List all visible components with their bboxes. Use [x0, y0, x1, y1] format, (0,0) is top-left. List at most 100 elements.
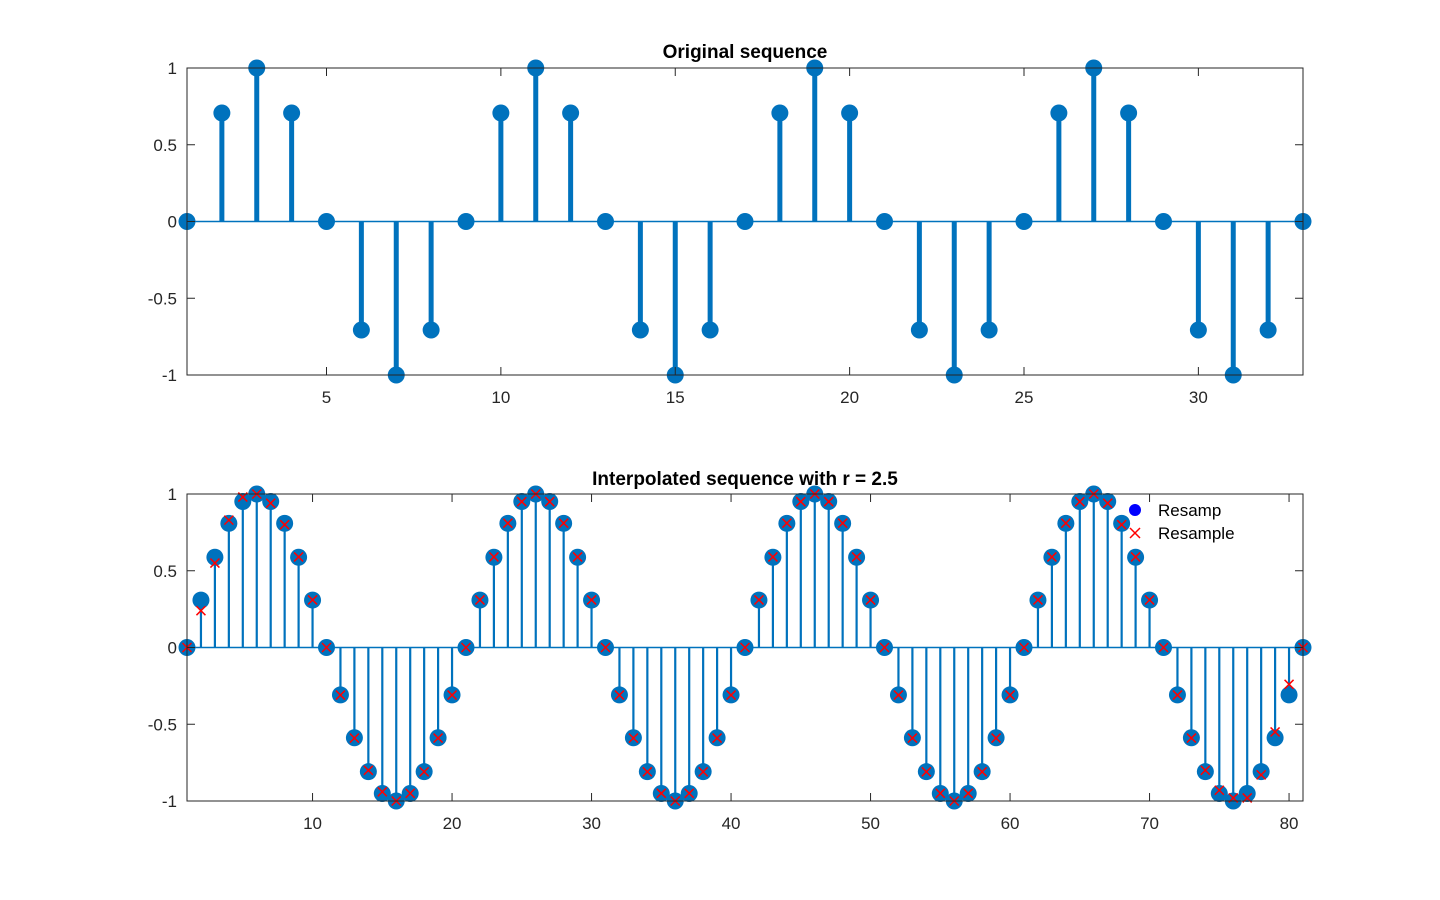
resample-marker [963, 788, 974, 799]
x-tick-label: 30 [582, 814, 601, 833]
resample-marker [837, 518, 848, 529]
resample-marker-stroke [600, 642, 611, 653]
y-tick-label: 1 [168, 485, 177, 504]
stem-marker [192, 591, 210, 609]
y-tick-label: -1 [162, 792, 177, 811]
resample-marker-stroke [363, 765, 374, 776]
stem-marker [359, 763, 377, 781]
resample-marker [433, 733, 444, 744]
resample-marker-stroke [1172, 690, 1183, 701]
stem-marker [910, 321, 928, 339]
y-tick-label: -0.5 [148, 715, 177, 734]
resample-marker [753, 594, 764, 605]
legend-entry-resamp: Resamp [1158, 501, 1221, 520]
stem-marker [1189, 321, 1207, 339]
resample-marker-stroke [977, 766, 988, 777]
x-axis-ticks: 5 10 15 20 25 30 [322, 68, 1208, 407]
resample-marker-stroke [614, 690, 625, 701]
resample-marker [1214, 785, 1225, 796]
stem-marker [980, 321, 998, 339]
resample-marker-stroke [474, 594, 485, 605]
resample-marker-stroke [1284, 679, 1295, 690]
resample-marker [1102, 498, 1113, 509]
stem-marker [206, 548, 224, 566]
resample-marker-stroke [781, 518, 792, 529]
stem-marker [1015, 213, 1033, 230]
resample-marker [447, 690, 458, 701]
resample-marker [223, 515, 234, 526]
resample-marker-stroke [447, 690, 458, 701]
resample-marker-stroke [656, 788, 667, 799]
resample-marker [684, 788, 695, 799]
y-tick-label: 0.5 [153, 136, 177, 155]
stem-marker [276, 514, 294, 532]
resample-marker-stroke [642, 766, 653, 777]
x-tick-label: 30 [1189, 388, 1208, 407]
resample-marker [893, 690, 904, 701]
resample-marker [795, 496, 806, 507]
interpolated-sequence-plot: Interpolated sequence with r = 2.5 10 20 3… [148, 469, 1312, 833]
resample-marker-stroke [377, 786, 388, 797]
resample-marker [879, 642, 890, 653]
resample-marker-stroke [265, 498, 276, 509]
resample-marker-stroke [628, 733, 639, 744]
resample-marker [419, 766, 430, 777]
stem-marker [841, 104, 859, 122]
y-tick-label: 0.5 [153, 562, 177, 581]
y-axis-ticks: -1 -0.5 0 0.5 1 [148, 485, 1303, 811]
resample-marker-stroke [279, 519, 290, 530]
stem-series [178, 59, 1312, 384]
resample-marker [1018, 642, 1030, 653]
y-tick-label: -1 [162, 366, 177, 385]
resample-marker-stroke [321, 642, 332, 653]
resample-marker-stroke [865, 594, 876, 605]
legend: Resamp Resample [1129, 501, 1235, 543]
resample-marker-stroke [712, 733, 723, 744]
resample-marker-stroke [544, 496, 555, 507]
stem-marker [736, 213, 754, 230]
resample-marker [1046, 551, 1057, 562]
stem-marker [1099, 493, 1117, 511]
resample-marker [572, 551, 583, 562]
resample-marker [1116, 519, 1127, 530]
resample-marker [712, 733, 723, 744]
resample-marker-stroke [907, 733, 918, 744]
resample-marker [488, 551, 499, 562]
resample-marker-stroke [753, 594, 764, 605]
resample-marker [502, 518, 513, 529]
resample-marker-stroke [307, 594, 318, 605]
resample-marker-stroke [739, 642, 751, 653]
resample-marker-stroke [851, 551, 862, 562]
resample-marker [195, 605, 206, 616]
resample-marker [907, 733, 918, 744]
stem-marker [1238, 784, 1256, 802]
resample-marker [1186, 733, 1197, 744]
resample-marker-stroke [1018, 642, 1030, 653]
original-sequence-plot: Original sequence 5 10 15 20 25 30 -1 -0.5 0 0.5… [148, 42, 1312, 407]
resample-marker-stroke [698, 766, 709, 777]
stem-marker [1050, 104, 1068, 122]
stem-marker [234, 493, 252, 511]
x-tick-label: 10 [303, 814, 322, 833]
resample-marker [614, 690, 625, 701]
resample-marker [656, 788, 667, 799]
y-tick-label: 0 [168, 213, 177, 232]
plot-title: Interpolated sequence with r = 2.5 [592, 469, 898, 490]
x-tick-label: 20 [443, 814, 462, 833]
resample-marker [1158, 642, 1169, 653]
y-axis-ticks: -1 -0.5 0 0.5 1 [148, 59, 1303, 385]
stem-marker [631, 321, 649, 339]
resample-marker-stroke [1214, 785, 1225, 796]
resample-marker-stroke [767, 551, 778, 562]
stem-marker [492, 104, 510, 122]
resample-marker [1172, 690, 1183, 701]
resample-marker-stroke [1032, 594, 1043, 605]
stem-marker [771, 104, 789, 122]
y-tick-label: 1 [168, 59, 177, 78]
resample-marker-stroke [488, 551, 499, 562]
resample-marker-stroke [502, 518, 513, 529]
resample-marker [1060, 518, 1071, 529]
resample-marker [698, 766, 709, 777]
stem-marker [373, 784, 391, 802]
x-tick-label: 10 [491, 388, 510, 407]
